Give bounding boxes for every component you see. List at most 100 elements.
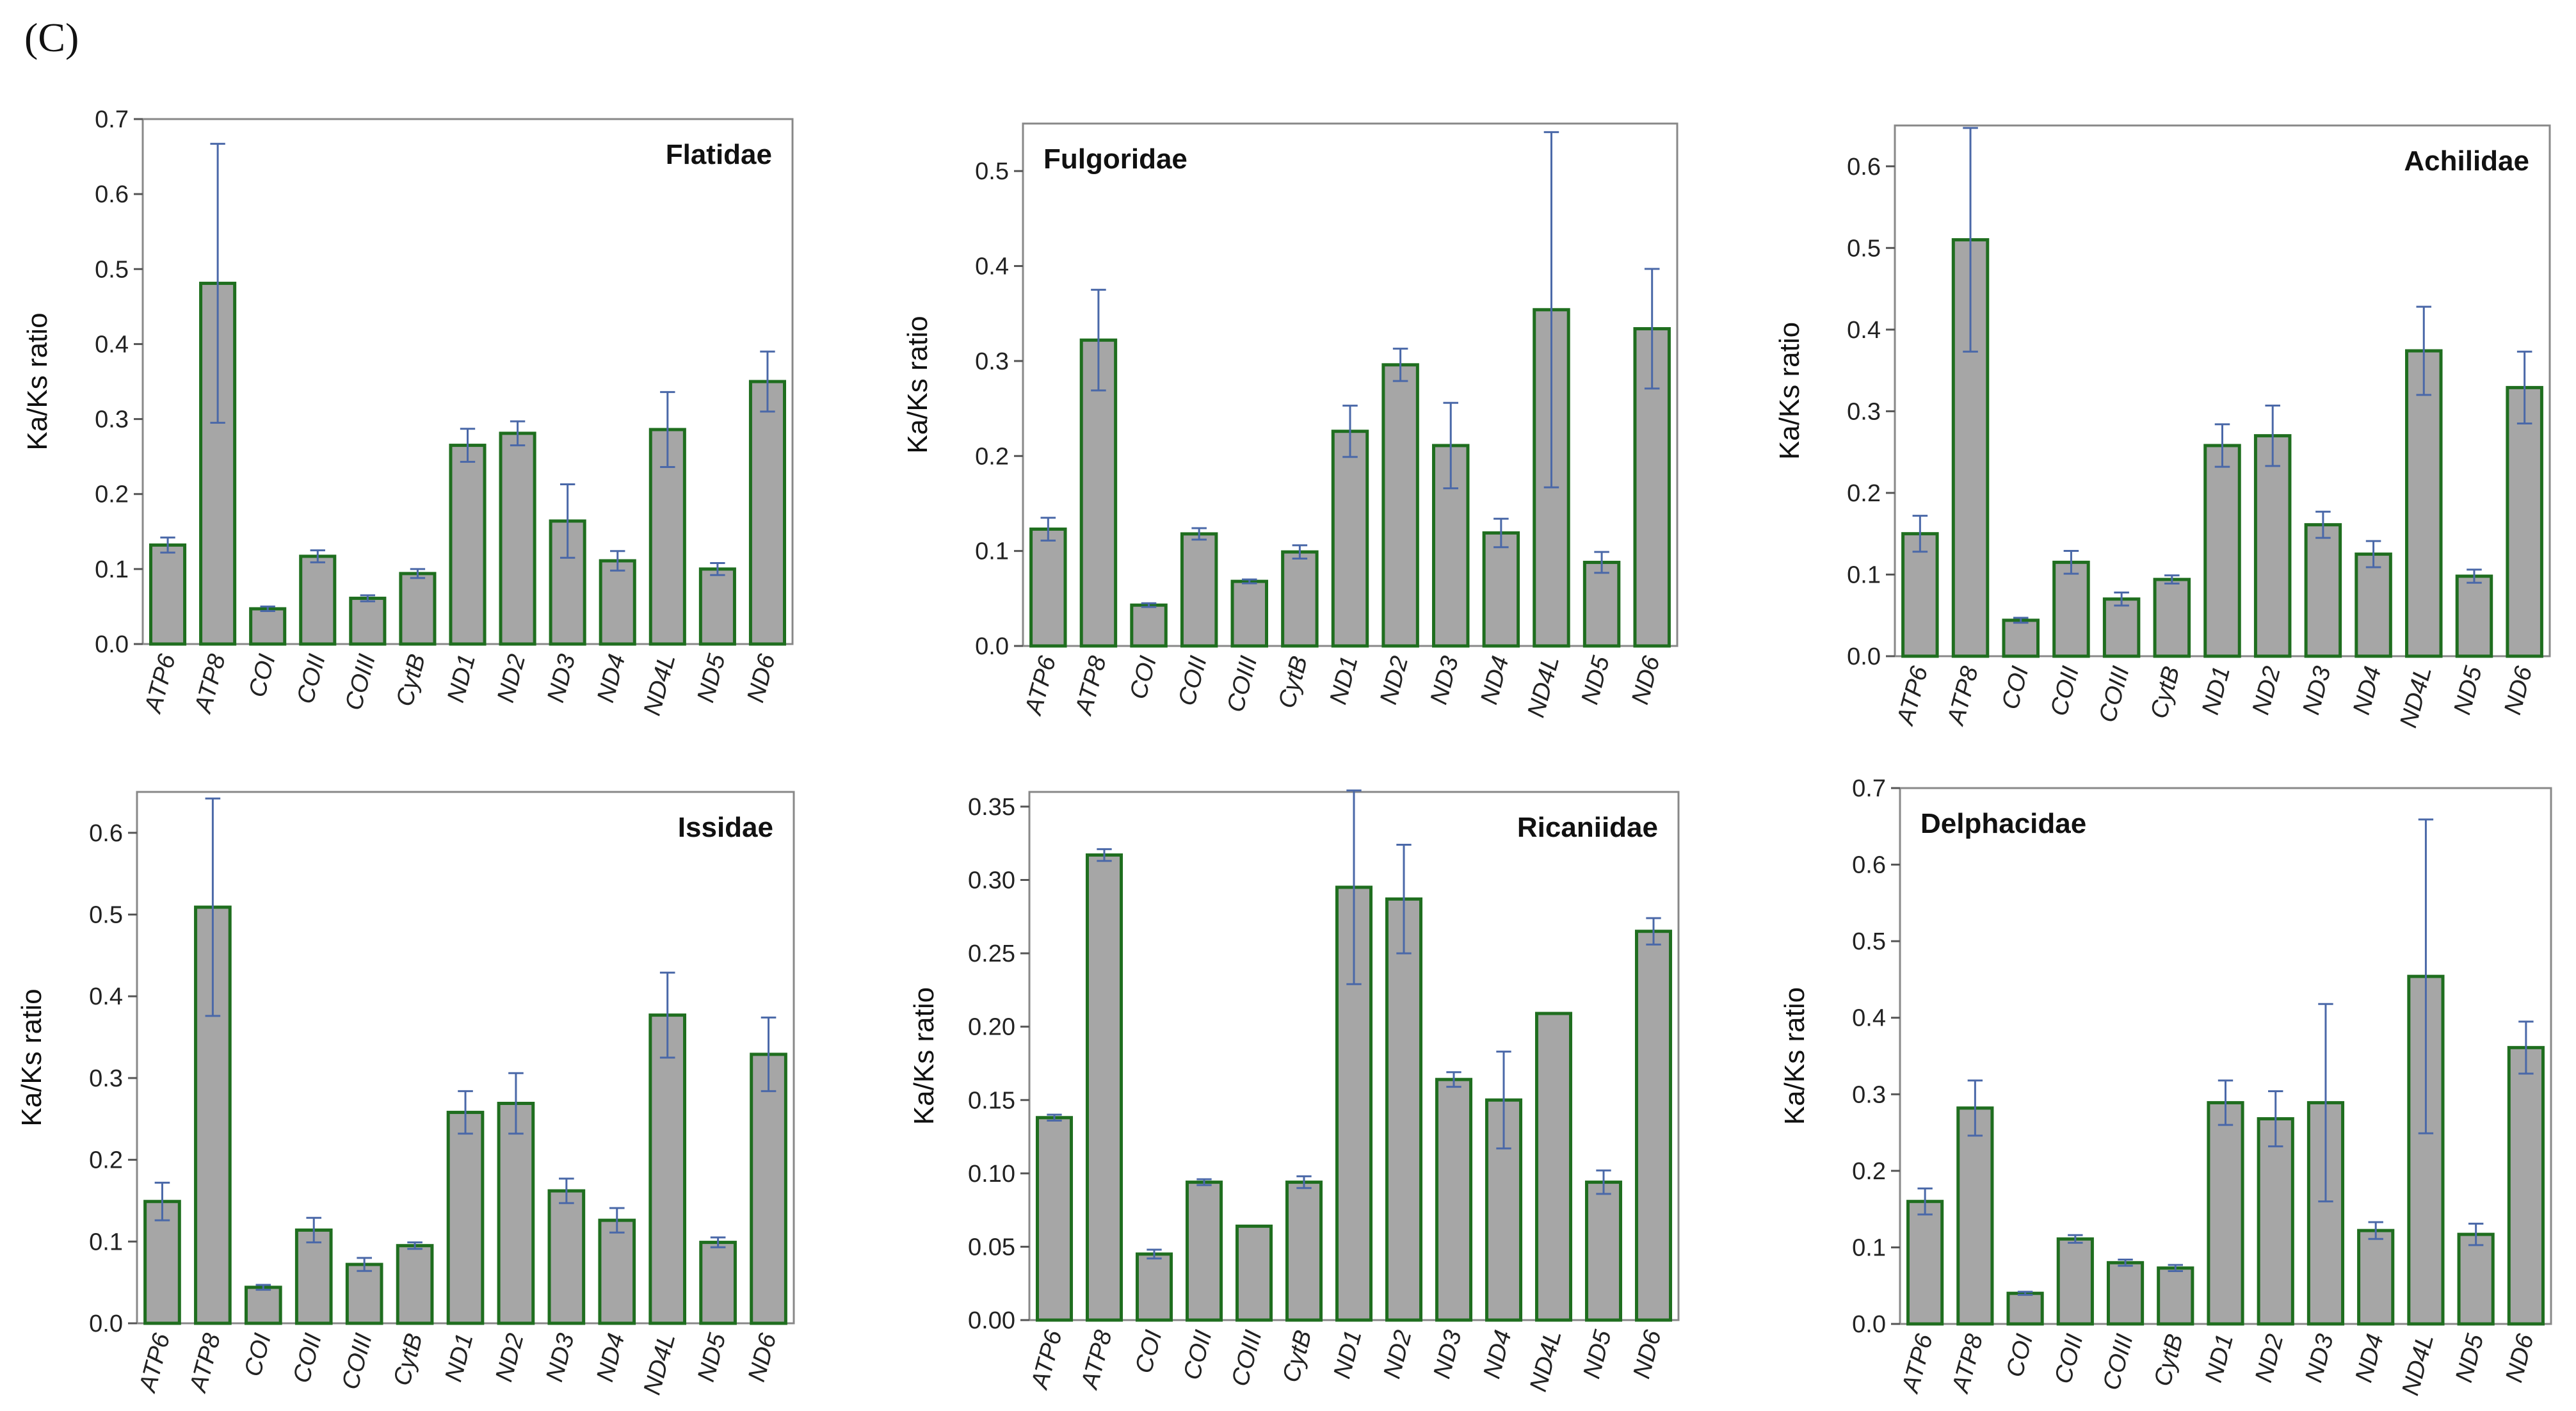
error-bar-coii (2068, 1234, 2083, 1244)
bar-coii (299, 554, 337, 646)
x-tick-label: ATP6 (140, 651, 181, 717)
y-axis-label: Ka/Ks ratio (1774, 322, 1805, 460)
x-tick-label: ND4L (1525, 1327, 1567, 1394)
bar-nd4 (2355, 552, 2392, 658)
error-bar-nd4 (2365, 540, 2381, 568)
panel-title: Achilidae (2404, 145, 2529, 177)
bar-cytb (1285, 1181, 1323, 1322)
error-bar-nd4 (609, 1207, 625, 1234)
error-bar-cytb (2164, 574, 2180, 585)
error-bar-nd1 (1342, 405, 1358, 458)
bar-nd6 (1634, 930, 1673, 1322)
y-tick-label: 0.6 (89, 820, 123, 847)
x-tick-label: ND4L (639, 1330, 681, 1398)
bar-coii (1185, 1181, 1223, 1322)
panel-title: Flatidae (666, 139, 772, 170)
y-tick-label: 0.2 (1852, 1158, 1886, 1185)
bar-nd6 (750, 1052, 787, 1325)
y-tick-label: 0.4 (95, 331, 129, 358)
y-tick-label: 0.2 (95, 481, 129, 508)
error-bar-coi (2017, 1291, 2033, 1296)
error-bar-nd3 (559, 483, 576, 559)
x-tick-label: CytB (1273, 653, 1313, 711)
x-tick-label: ND4 (1478, 1327, 1517, 1381)
x-tick-label: ATP6 (1020, 653, 1061, 719)
error-bar-nd3 (559, 1177, 574, 1204)
error-bar-coii (306, 1216, 322, 1244)
bar-atp8 (1956, 1106, 1994, 1326)
error-bar-nd6 (2518, 1020, 2534, 1075)
error-bar-nd4 (610, 550, 625, 572)
y-tick-label: 0.5 (1847, 235, 1881, 262)
x-tick-label: ND4 (592, 651, 631, 705)
bar-coii (2052, 560, 2090, 658)
bar-nd2 (2257, 1117, 2294, 1326)
chart-panel-achilidae: 0.0 0.1 0.2 0.3 0.4 0.5 0.6 Ka/Ks ratio Achilida… (1774, 124, 2551, 730)
bar-nd2 (499, 431, 536, 646)
bar-nd4l (648, 1013, 687, 1325)
bar-nd4 (1482, 531, 1520, 648)
error-bar-coiii (360, 594, 376, 602)
bar-cytb (1281, 550, 1319, 648)
x-tick-label: COI (1125, 653, 1162, 702)
error-bar-nd6 (1646, 917, 1661, 946)
bar-coi (244, 1286, 282, 1325)
error-bar-nd5 (1594, 551, 1609, 574)
y-tick-label: 0.0 (95, 631, 129, 658)
y-tick-label: 0.30 (968, 867, 1015, 894)
x-tick-label: COIII (337, 1330, 378, 1392)
x-tick-label: ND4 (1476, 653, 1514, 707)
x-tick-label: ND6 (742, 651, 780, 706)
error-bar-nd3 (2318, 1003, 2333, 1203)
x-tick-label: ND2 (2248, 663, 2286, 717)
x-tick-label: COIII (341, 651, 382, 713)
bar-coiii (345, 1262, 383, 1325)
x-tick-label: ND5 (692, 651, 730, 706)
x-tick-label: ND2 (490, 1330, 529, 1384)
y-tick-label: 0.2 (1847, 480, 1881, 507)
bar-atp6 (1035, 1116, 1074, 1322)
x-tick-label: ATP8 (189, 651, 231, 716)
x-tick-label: ND1 (2197, 663, 2235, 717)
x-tick-label: COI (244, 651, 281, 700)
error-bar-nd2 (508, 1072, 524, 1135)
y-tick-label: 0.7 (1852, 775, 1886, 802)
bar-atp6 (143, 1200, 181, 1325)
y-tick-label: 0.5 (1852, 928, 1886, 955)
y-tick-label: 0.05 (968, 1234, 1015, 1261)
y-axis-label: Ka/Ks ratio (908, 987, 940, 1125)
bar-coii (294, 1228, 333, 1325)
error-bar-coii (310, 549, 325, 563)
bar-nd2 (1385, 897, 1423, 1322)
bar-atp6 (1029, 528, 1067, 648)
x-tick-label: COII (2045, 663, 2084, 719)
x-tick-label: CytB (1278, 1327, 1317, 1385)
bar-nd1 (446, 1111, 485, 1325)
error-bar-nd4l (2418, 818, 2434, 1134)
x-tick-label: CytB (391, 651, 431, 709)
x-tick-label: ND6 (1627, 653, 1665, 707)
y-tick-label: 0.20 (968, 1014, 1015, 1041)
error-bar-atp8 (1091, 289, 1106, 392)
y-tick-label: 0.6 (1847, 154, 1881, 181)
bar-coii (2056, 1237, 2094, 1326)
bar-nd1 (2207, 1101, 2244, 1326)
bar-cytb (396, 1244, 434, 1325)
bar-coi (249, 607, 287, 646)
y-tick-label: 0.5 (95, 256, 129, 283)
error-bar-nd4l (2416, 305, 2432, 396)
x-tick-label: ND1 (442, 651, 481, 705)
y-tick-label: 0.7 (95, 106, 129, 133)
x-tick-label: ATP6 (1026, 1327, 1068, 1393)
error-bar-coi (1147, 1248, 1162, 1260)
bar-atp8 (1079, 338, 1118, 648)
error-bar-nd6 (1644, 268, 1660, 390)
bar-nd5 (1582, 560, 1621, 648)
x-tick-label: COII (1173, 653, 1212, 709)
x-tick-label: ND5 (1577, 653, 1615, 707)
bar-nd4 (599, 559, 636, 646)
bar-coi (1130, 603, 1168, 648)
error-bar-cytb (2168, 1264, 2183, 1272)
error-bar-nd1 (460, 428, 476, 463)
bar-nd5 (699, 1241, 737, 1325)
